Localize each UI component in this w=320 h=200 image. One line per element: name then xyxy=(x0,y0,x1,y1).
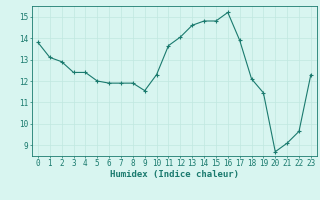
X-axis label: Humidex (Indice chaleur): Humidex (Indice chaleur) xyxy=(110,170,239,179)
